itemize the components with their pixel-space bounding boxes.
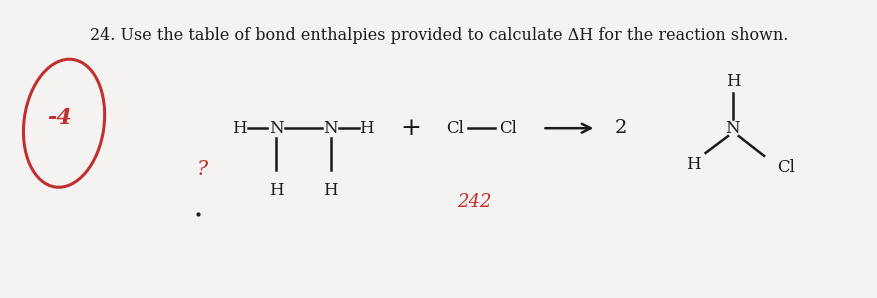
Text: 2: 2	[614, 119, 626, 137]
Text: H: H	[268, 182, 283, 199]
Text: 242: 242	[456, 193, 491, 212]
Text: H: H	[323, 182, 338, 199]
Text: ?: ?	[196, 160, 208, 179]
Text: H: H	[359, 120, 374, 137]
Text: N: N	[323, 120, 338, 137]
Text: Cl: Cl	[776, 159, 794, 176]
Text: H: H	[724, 73, 739, 90]
Text: +: +	[400, 117, 421, 140]
Text: Cl: Cl	[446, 120, 463, 137]
Text: H: H	[685, 156, 699, 173]
Text: N: N	[268, 120, 283, 137]
Text: 24. Use the table of bond enthalpies provided to calculate ΔH for the reaction s: 24. Use the table of bond enthalpies pro…	[89, 27, 788, 44]
Text: -4: -4	[46, 107, 71, 129]
Text: Cl: Cl	[499, 120, 517, 137]
Text: N: N	[724, 120, 739, 137]
Text: H: H	[232, 120, 246, 137]
